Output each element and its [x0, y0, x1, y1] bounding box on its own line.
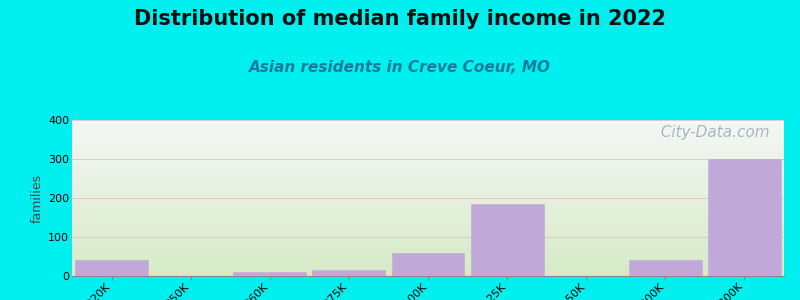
Bar [708, 159, 781, 276]
Text: Asian residents in Creve Coeur, MO: Asian residents in Creve Coeur, MO [249, 60, 551, 75]
Bar [234, 272, 306, 276]
Bar [470, 204, 543, 276]
Y-axis label: families: families [31, 173, 44, 223]
Bar [75, 260, 148, 276]
Bar [313, 270, 386, 276]
Bar [629, 260, 702, 276]
Bar [392, 253, 464, 276]
Text: Distribution of median family income in 2022: Distribution of median family income in … [134, 9, 666, 29]
Text: City-Data.com: City-Data.com [651, 125, 770, 140]
